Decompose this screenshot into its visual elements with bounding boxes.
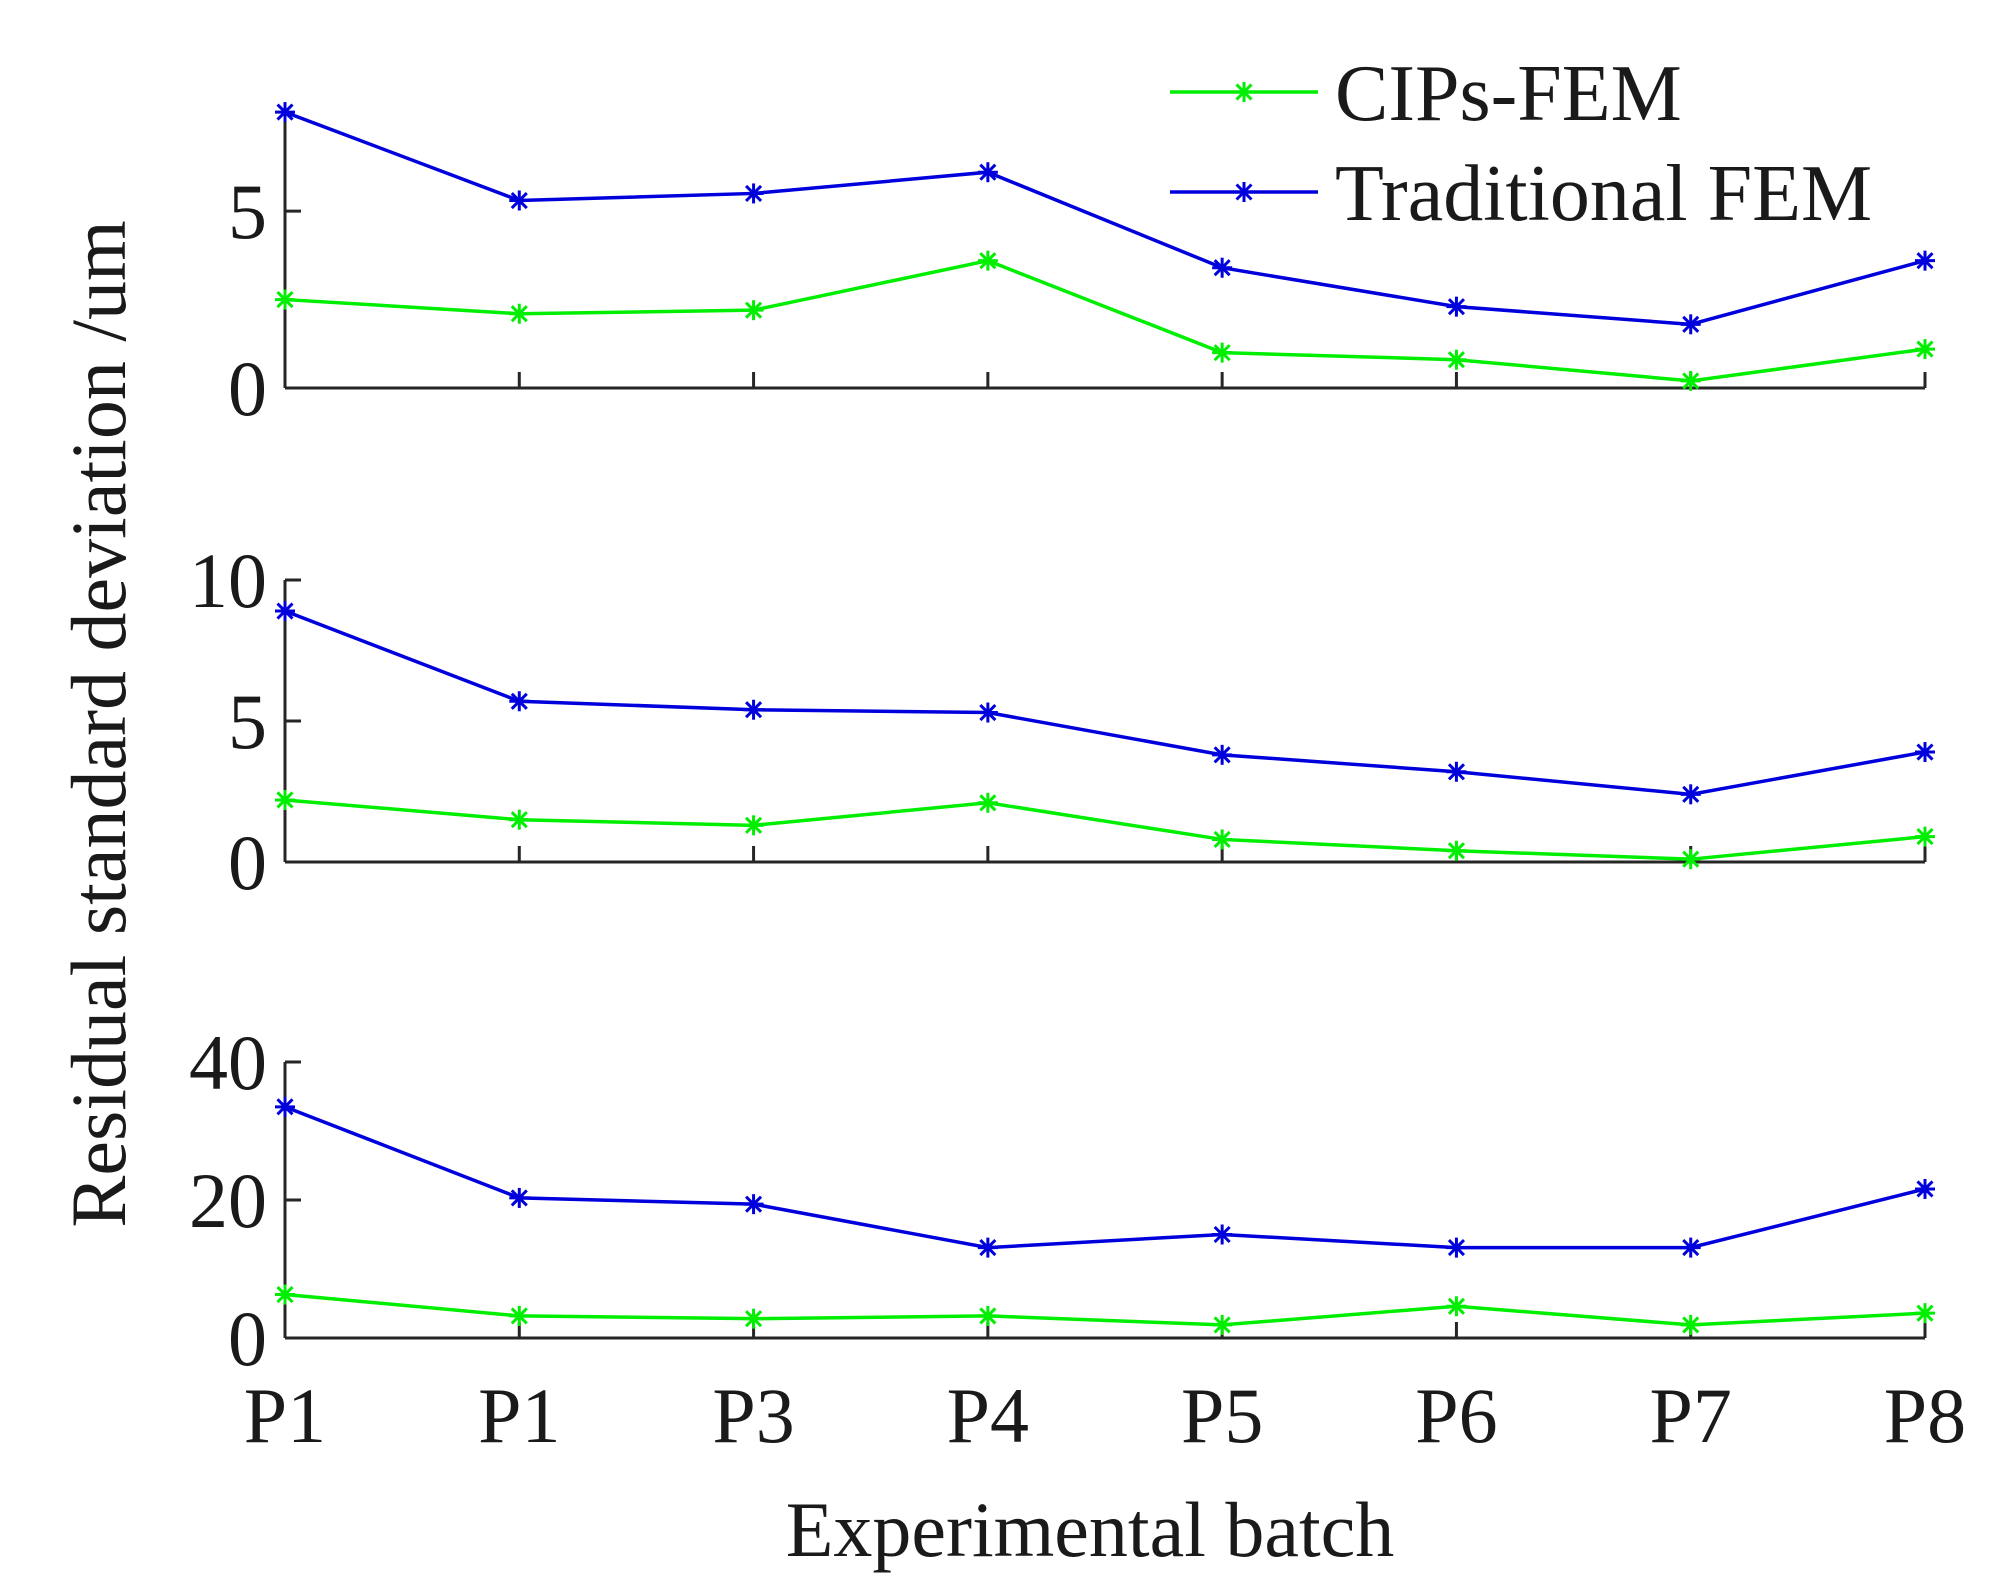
data-point-traditional-fem xyxy=(977,162,998,183)
data-point-traditional-fem xyxy=(1212,744,1233,765)
data-point-cips-fem xyxy=(1212,829,1233,850)
data-point-traditional-fem xyxy=(743,699,764,720)
data-point-cips-fem xyxy=(743,300,764,321)
data-point-cips-fem xyxy=(509,1305,530,1326)
y-tick-label: 0 xyxy=(228,819,267,906)
y-tick-label: 10 xyxy=(189,537,267,624)
y-tick-label: 20 xyxy=(189,1157,267,1244)
legend-label: Traditional FEM xyxy=(1335,150,1872,238)
data-point-traditional-fem xyxy=(1680,784,1701,805)
series-line-cips-fem xyxy=(284,798,1926,861)
data-point-cips-fem xyxy=(1915,826,1935,847)
data-point-cips-fem xyxy=(1680,849,1701,870)
series-line-traditional-fem xyxy=(284,1105,1926,1250)
data-point-cips-fem xyxy=(1212,342,1233,363)
legend-label: CIPs-FEM xyxy=(1335,50,1682,138)
data-point-traditional-fem xyxy=(1446,761,1467,782)
data-point-traditional-fem xyxy=(1212,257,1233,278)
data-point-cips-fem xyxy=(977,250,998,271)
data-point-traditional-fem xyxy=(509,1187,530,1208)
data-point-traditional-fem xyxy=(275,601,295,622)
data-point-cips-fem xyxy=(977,792,998,813)
series-line-cips-fem xyxy=(284,1292,1926,1327)
data-point-cips-fem xyxy=(275,1284,295,1305)
data-point-traditional-fem xyxy=(977,702,998,723)
data-point-cips-fem xyxy=(509,303,530,324)
y-tick-label: 5 xyxy=(228,168,267,255)
series-line-traditional-fem xyxy=(284,609,1926,797)
data-point-traditional-fem xyxy=(275,102,295,123)
data-point-cips-fem xyxy=(275,789,295,810)
y-tick-label: 0 xyxy=(228,1295,267,1382)
data-point-cips-fem xyxy=(1915,1303,1935,1324)
data-point-traditional-fem xyxy=(1915,742,1935,763)
y-tick-label: 40 xyxy=(189,1019,267,1106)
data-point-traditional-fem xyxy=(509,190,530,211)
data-point-cips-fem xyxy=(1446,1296,1467,1317)
data-point-traditional-fem xyxy=(1212,1224,1233,1245)
panel-2: 0 5 10 xyxy=(189,537,1935,906)
x-tick-label: P3 xyxy=(712,1372,794,1459)
x-tick-label: P4 xyxy=(947,1372,1029,1459)
x-tick-label: P8 xyxy=(1884,1372,1966,1459)
data-point-traditional-fem xyxy=(977,1237,998,1258)
data-point-traditional-fem xyxy=(743,1194,764,1215)
data-point-cips-fem xyxy=(1446,840,1467,861)
data-point-cips-fem xyxy=(743,815,764,836)
data-point-traditional-fem xyxy=(1680,1237,1701,1258)
legend-marker xyxy=(1234,182,1254,202)
x-tick-label: P1 xyxy=(478,1372,560,1459)
x-tick-label: P1 xyxy=(244,1372,326,1459)
y-tick-label: 0 xyxy=(228,345,267,432)
data-point-traditional-fem xyxy=(1915,250,1935,271)
data-point-cips-fem xyxy=(1680,1314,1701,1335)
data-point-traditional-fem xyxy=(509,691,530,712)
legend-marker xyxy=(1234,82,1254,102)
data-point-cips-fem xyxy=(1446,349,1467,370)
data-point-traditional-fem xyxy=(743,183,764,204)
data-point-traditional-fem xyxy=(1915,1178,1935,1199)
data-point-cips-fem xyxy=(509,809,530,830)
data-point-cips-fem xyxy=(977,1305,998,1326)
data-point-traditional-fem xyxy=(1446,1237,1467,1258)
x-tick-label: P5 xyxy=(1181,1372,1263,1459)
y-tick-label: 5 xyxy=(228,678,267,765)
data-point-cips-fem xyxy=(1680,370,1701,391)
series-line-traditional-fem xyxy=(284,110,1926,327)
data-point-traditional-fem xyxy=(1680,314,1701,335)
panel-3: 0 20 40 xyxy=(189,1019,1935,1382)
y-axis-title: Residual standard deviation /um xyxy=(55,220,142,1227)
data-point-traditional-fem xyxy=(1446,296,1467,317)
legend: CIPs-FEM Traditional FEM xyxy=(1170,50,1872,238)
data-point-cips-fem xyxy=(275,289,295,310)
x-tick-labels: P1 P1 P3 P4 P5 P6 P7 P8 xyxy=(244,1372,1966,1459)
legend-entry: Traditional FEM xyxy=(1170,150,1872,238)
data-point-cips-fem xyxy=(743,1308,764,1329)
panel-1: 05 xyxy=(228,102,1935,432)
x-axis-title: Experimental batch xyxy=(786,1486,1395,1573)
data-point-cips-fem xyxy=(1915,339,1935,360)
series-line-cips-fem xyxy=(284,258,1926,383)
data-point-traditional-fem xyxy=(275,1096,295,1117)
legend-entry: CIPs-FEM xyxy=(1170,50,1682,138)
data-point-cips-fem xyxy=(1212,1314,1233,1335)
x-tick-label: P7 xyxy=(1650,1372,1732,1459)
x-tick-label: P6 xyxy=(1415,1372,1497,1459)
